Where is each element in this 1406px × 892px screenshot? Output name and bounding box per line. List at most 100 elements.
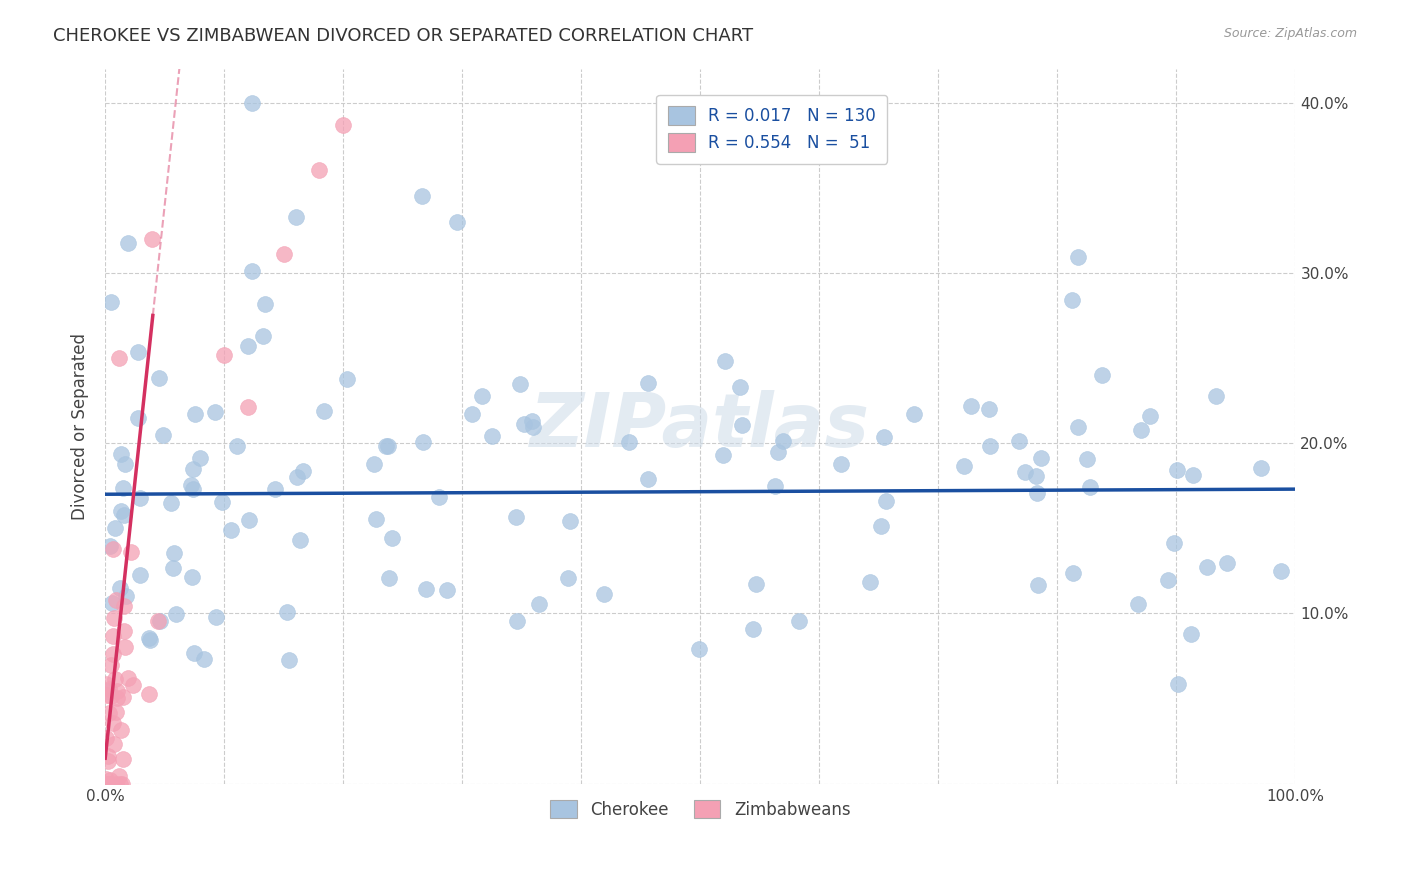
Point [284, 210, 307, 224]
Point [160, 496, 183, 510]
Point [193, 652, 215, 666]
Point [1167, 677, 1189, 691]
Point [1008, 434, 1031, 449]
Point [731, 417, 754, 432]
Point [264, 482, 287, 496]
Point [204, 405, 226, 419]
Point [111, 481, 134, 495]
Point [110, 504, 132, 518]
Point [436, 583, 458, 598]
Point [211, 495, 233, 509]
Point [139, 632, 162, 647]
Point [291, 465, 314, 479]
Point [219, 523, 242, 537]
Point [100, 689, 122, 703]
Point [728, 379, 751, 393]
Point [745, 577, 768, 591]
Point [181, 461, 204, 475]
Point [558, 515, 581, 529]
Point [411, 189, 433, 203]
Point [110, 447, 132, 461]
Point [180, 477, 202, 491]
Point [96, 684, 118, 698]
Point [117, 236, 139, 251]
Point [103, 611, 125, 625]
Point [375, 439, 398, 453]
Point [522, 415, 544, 429]
Point [105, 690, 128, 705]
Point [98, 706, 121, 720]
Point [763, 479, 786, 493]
Point [768, 445, 790, 459]
Point [94, 731, 117, 745]
Point [94, 777, 117, 791]
Point [103, 629, 125, 643]
Point [127, 344, 149, 359]
Point [98, 777, 121, 791]
Point [105, 592, 128, 607]
Point [108, 351, 131, 365]
Point [336, 371, 359, 385]
Point [98, 681, 121, 696]
Point [100, 657, 122, 672]
Point [1270, 564, 1292, 578]
Point [1076, 451, 1098, 466]
Point [1078, 480, 1101, 494]
Point [108, 581, 131, 595]
Point [1216, 556, 1239, 570]
Point [96, 772, 118, 786]
Point [104, 521, 127, 535]
Point [138, 631, 160, 645]
Point [1091, 368, 1114, 383]
Point [127, 411, 149, 425]
Point [509, 376, 531, 391]
Point [506, 614, 529, 628]
Point [165, 607, 187, 622]
Point [471, 389, 494, 403]
Point [870, 519, 893, 533]
Point [1157, 573, 1180, 587]
Point [183, 646, 205, 660]
Point [1067, 420, 1090, 434]
Point [446, 215, 468, 229]
Point [1163, 536, 1185, 550]
Point [288, 533, 311, 548]
Point [1166, 463, 1188, 477]
Point [278, 652, 301, 666]
Point [112, 508, 135, 522]
Point [285, 470, 308, 484]
Point [617, 434, 640, 449]
Point [114, 457, 136, 471]
Point [103, 716, 125, 731]
Point [128, 568, 150, 582]
Point [527, 597, 550, 611]
Point [858, 574, 880, 589]
Point [364, 512, 387, 526]
Point [97, 754, 120, 768]
Point [101, 542, 124, 557]
Point [163, 546, 186, 560]
Point [711, 448, 734, 462]
Point [152, 428, 174, 442]
Point [377, 439, 399, 453]
Point [94, 676, 117, 690]
Point [138, 687, 160, 701]
Point [111, 777, 134, 791]
Point [741, 622, 763, 636]
Point [713, 353, 735, 368]
Point [184, 407, 207, 421]
Point [97, 748, 120, 763]
Point [114, 640, 136, 654]
Point [112, 624, 135, 638]
Point [979, 438, 1001, 452]
Point [1025, 485, 1047, 500]
Legend: Cherokee, Zimbabweans: Cherokee, Zimbabweans [544, 794, 858, 825]
Point [236, 401, 259, 415]
Point [1067, 250, 1090, 264]
Point [789, 615, 811, 629]
Point [1139, 409, 1161, 424]
Point [873, 430, 896, 444]
Point [105, 684, 128, 698]
Point [1025, 469, 1047, 483]
Point [104, 777, 127, 791]
